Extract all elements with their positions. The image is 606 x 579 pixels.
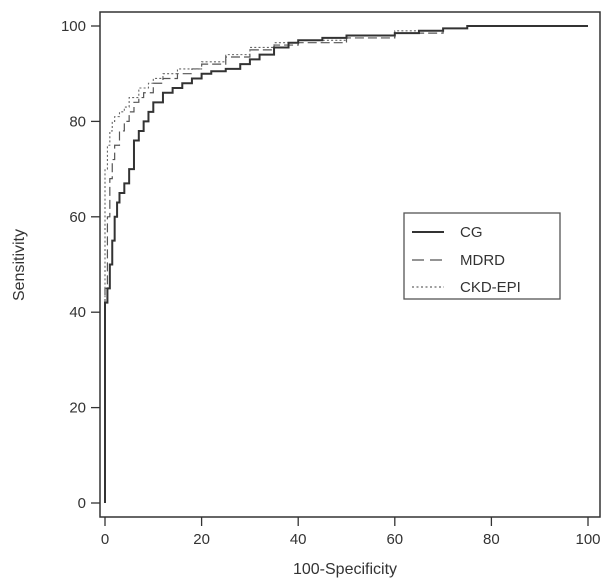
x-tick-label: 40 xyxy=(290,531,307,548)
legend-box xyxy=(403,212,561,300)
x-tick-label: 80 xyxy=(483,531,500,548)
y-tick-label: 40 xyxy=(69,304,86,321)
legend-label-ckd-epi: CKD-EPI xyxy=(460,279,521,296)
legend-label-mdrd: MDRD xyxy=(460,252,505,269)
y-tick-label: 80 xyxy=(69,113,86,130)
y-tick-label: 0 xyxy=(78,495,86,512)
y-tick-label: 60 xyxy=(69,209,86,226)
y-axis-title: Sensitivity xyxy=(11,229,28,301)
x-tick-label: 0 xyxy=(101,531,109,548)
series-layer xyxy=(104,25,588,503)
x-tick-label: 20 xyxy=(193,531,210,548)
x-axis-title: 100-Specificity xyxy=(293,561,397,578)
y-axis-ticks: 0 20 40 60 80 100 xyxy=(61,18,100,512)
x-tick-label: 60 xyxy=(386,531,403,548)
series-line-ckd-epi xyxy=(104,25,588,503)
series-line-cg xyxy=(104,25,588,503)
legend-label-cg: CG xyxy=(460,224,483,241)
x-axis-ticks: 0 20 40 60 80 100 xyxy=(101,517,601,548)
y-tick-label: 100 xyxy=(61,18,86,35)
x-tick-label: 100 xyxy=(575,531,600,548)
legend: CG MDRD CKD-EPI xyxy=(403,212,561,300)
y-tick-label: 20 xyxy=(69,400,86,417)
